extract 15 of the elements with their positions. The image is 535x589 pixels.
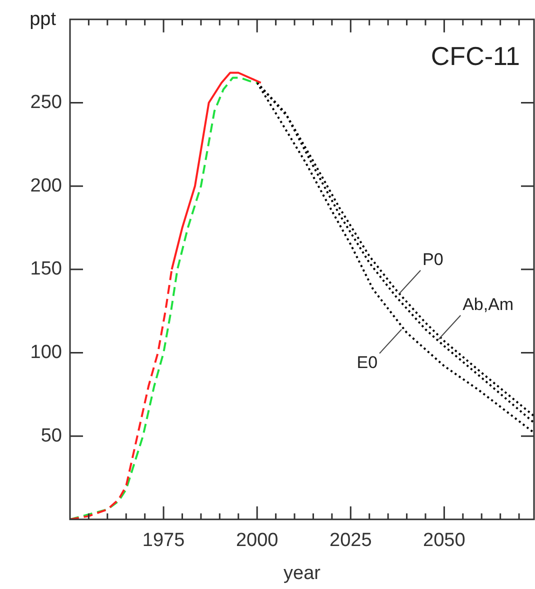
x-axis-title: year <box>284 562 322 584</box>
annotation: E0 <box>356 353 378 372</box>
y-tick-label: 50 <box>40 425 62 446</box>
annotation: Ab,Am <box>462 295 514 314</box>
x-tick-label: 2025 <box>330 530 372 552</box>
y-tick-label: 200 <box>30 175 62 196</box>
y-tick-label: 250 <box>30 92 62 113</box>
text: CFC-11 <box>430 41 520 72</box>
x-tick-label: 1975 <box>142 530 185 552</box>
y-tick-label: 150 <box>30 258 62 280</box>
annotation: P0 <box>422 250 444 270</box>
y-tick-label: 100 <box>30 342 62 363</box>
y-axis-title: ppt <box>30 9 57 30</box>
x-tick-label: 2050 <box>423 530 466 552</box>
x-tick-label: 2000 <box>236 530 278 552</box>
